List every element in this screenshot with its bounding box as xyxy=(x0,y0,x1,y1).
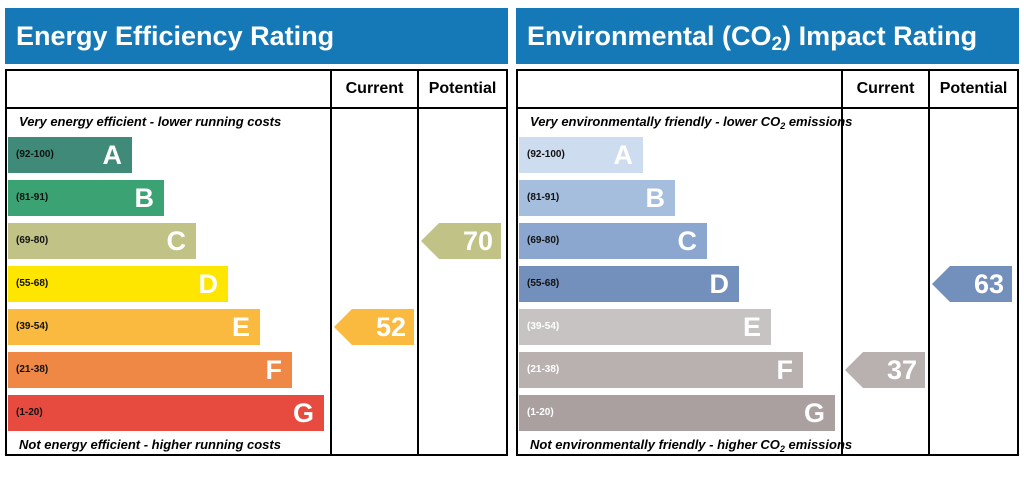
band-range: (39-54) xyxy=(527,321,560,332)
band-c: (69-80) C xyxy=(8,223,196,259)
current-rating-value: 37 xyxy=(886,355,917,385)
band-letter: D xyxy=(198,269,219,299)
band-letter: A xyxy=(613,140,634,170)
band-a: (92-100) A xyxy=(519,137,643,173)
band-e: (39-54) E xyxy=(8,309,260,345)
band-range: (1-20) xyxy=(527,407,554,418)
band-range: (21-38) xyxy=(527,364,560,375)
environmental-rating-table: Current Potential Very environmentally f… xyxy=(516,69,1019,456)
band-range: (69-80) xyxy=(527,235,560,246)
band-range: (81-91) xyxy=(527,192,560,203)
energy-rating-table: Current Potential Very energy efficient … xyxy=(5,69,508,456)
current-rating-arrow: 52 xyxy=(334,309,414,345)
top-note: Very environmentally friendly - lower CO… xyxy=(530,114,853,131)
band-range: (55-68) xyxy=(16,278,49,289)
band-letter: F xyxy=(776,355,794,385)
current-column-header: Current xyxy=(345,80,404,97)
band-letter: F xyxy=(265,355,283,385)
band-f: (21-38) F xyxy=(519,352,803,388)
band-b: (81-91) B xyxy=(519,180,675,216)
band-g: (1-20) G xyxy=(8,395,324,431)
band-letter: A xyxy=(102,140,123,170)
band-range: (21-38) xyxy=(16,364,49,375)
potential-column-header: Potential xyxy=(939,80,1008,97)
current-rating-value: 52 xyxy=(375,312,406,342)
band-letter: E xyxy=(231,312,250,342)
band-letter: B xyxy=(645,183,666,213)
potential-rating-arrow: 63 xyxy=(932,266,1012,302)
band-f: (21-38) F xyxy=(8,352,292,388)
current-rating-arrow: 37 xyxy=(845,352,925,388)
band-letter: G xyxy=(292,398,314,428)
potential-arrow-shape xyxy=(932,266,1012,302)
band-b: (81-91) B xyxy=(8,180,164,216)
band-letter: C xyxy=(677,226,698,256)
band-letter: B xyxy=(134,183,155,213)
band-range: (1-20) xyxy=(16,407,43,418)
band-g: (1-20) G xyxy=(519,395,835,431)
band-e: (39-54) E xyxy=(519,309,771,345)
band-range: (92-100) xyxy=(16,149,54,160)
band-c: (69-80) C xyxy=(519,223,707,259)
current-arrow-shape xyxy=(845,352,925,388)
band-range: (39-54) xyxy=(16,321,49,332)
band-letter: E xyxy=(742,312,761,342)
potential-column-header: Potential xyxy=(428,80,497,97)
bottom-note: Not energy efficient - higher running co… xyxy=(19,437,281,452)
band-letter: G xyxy=(803,398,825,428)
potential-rating-arrow: 70 xyxy=(421,223,501,259)
band-a: (92-100) A xyxy=(8,137,132,173)
potential-arrow-shape xyxy=(421,223,501,259)
potential-rating-value: 63 xyxy=(973,269,1004,299)
band-d: (55-68) D xyxy=(8,266,228,302)
current-arrow-shape xyxy=(334,309,414,345)
energy-efficiency-title: Energy Efficiency Rating xyxy=(5,8,508,64)
band-range: (92-100) xyxy=(527,149,565,160)
band-letter: D xyxy=(709,269,730,299)
bottom-note: Not environmentally friendly - higher CO… xyxy=(530,437,853,454)
potential-rating-value: 70 xyxy=(462,226,493,256)
energy-efficiency-panel: Energy Efficiency Rating Current Potenti… xyxy=(5,8,508,460)
band-letter: C xyxy=(166,226,187,256)
band-d: (55-68) D xyxy=(519,266,739,302)
environmental-impact-panel: Environmental (CO2) Impact Rating Curren… xyxy=(516,8,1019,460)
band-range: (55-68) xyxy=(527,278,560,289)
top-note: Very energy efficient - lower running co… xyxy=(19,114,282,129)
environmental-impact-title: Environmental (CO2) Impact Rating xyxy=(516,8,1019,64)
band-range: (81-91) xyxy=(16,192,49,203)
band-range: (69-80) xyxy=(16,235,49,246)
current-column-header: Current xyxy=(856,80,915,97)
